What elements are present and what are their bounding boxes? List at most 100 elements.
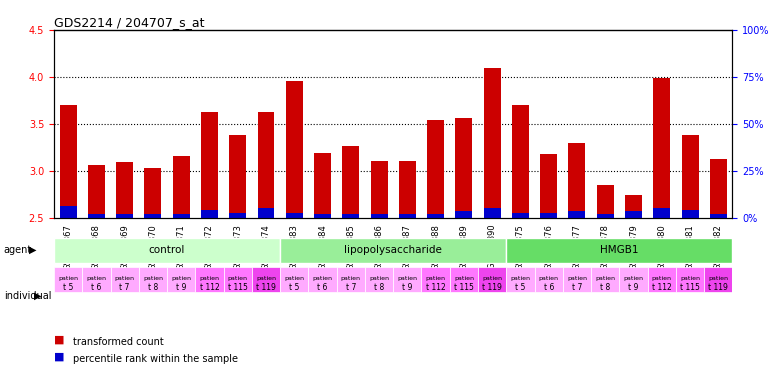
Text: patien: patien	[143, 276, 163, 281]
Bar	[710, 214, 727, 217]
Bar	[483, 68, 500, 218]
Text: t 6: t 6	[318, 283, 328, 292]
FancyBboxPatch shape	[308, 267, 337, 292]
FancyBboxPatch shape	[365, 267, 393, 292]
Text: patien: patien	[510, 276, 530, 281]
Bar	[399, 161, 416, 218]
Bar	[342, 146, 359, 218]
Text: t 7: t 7	[345, 283, 356, 292]
Text: t 6: t 6	[544, 283, 554, 292]
Text: t 115: t 115	[680, 283, 700, 292]
Bar	[682, 135, 699, 218]
FancyBboxPatch shape	[54, 267, 82, 292]
Text: patien: patien	[454, 276, 474, 281]
FancyBboxPatch shape	[82, 267, 110, 292]
Bar	[483, 208, 500, 218]
Text: patien: patien	[58, 276, 78, 281]
Bar	[427, 120, 444, 218]
Text: patien: patien	[539, 276, 559, 281]
Bar	[682, 210, 699, 218]
Text: patien: patien	[171, 276, 191, 281]
FancyBboxPatch shape	[195, 267, 224, 292]
Bar	[427, 214, 444, 217]
Text: patien: patien	[227, 276, 247, 281]
Text: t 8: t 8	[374, 283, 384, 292]
Text: patien: patien	[680, 276, 700, 281]
FancyBboxPatch shape	[648, 267, 676, 292]
Bar	[116, 162, 133, 218]
Text: patien: patien	[482, 276, 502, 281]
Bar	[201, 112, 218, 218]
Text: patien: patien	[595, 276, 615, 281]
Text: patien: patien	[284, 276, 305, 281]
Text: t 119: t 119	[256, 283, 276, 292]
FancyBboxPatch shape	[704, 267, 732, 292]
Bar	[512, 213, 529, 217]
Bar	[653, 78, 670, 218]
Text: t 9: t 9	[628, 283, 638, 292]
Bar	[173, 156, 190, 218]
FancyBboxPatch shape	[224, 267, 252, 292]
Text: patien: patien	[709, 276, 729, 281]
Bar	[371, 161, 388, 218]
Bar	[59, 206, 76, 218]
Bar	[258, 112, 274, 218]
Bar	[229, 213, 246, 217]
Bar	[116, 214, 133, 217]
Text: t 7: t 7	[572, 283, 582, 292]
Bar	[710, 159, 727, 218]
FancyBboxPatch shape	[534, 267, 563, 292]
Bar	[286, 81, 303, 218]
Bar	[540, 154, 557, 218]
FancyBboxPatch shape	[619, 267, 648, 292]
Text: t 8: t 8	[600, 283, 611, 292]
Text: t 5: t 5	[63, 283, 73, 292]
Bar	[144, 168, 161, 217]
Bar	[399, 214, 416, 217]
Text: individual: individual	[4, 291, 52, 301]
Text: control: control	[149, 245, 185, 255]
Bar	[59, 105, 76, 218]
FancyBboxPatch shape	[280, 238, 507, 263]
FancyBboxPatch shape	[337, 267, 365, 292]
FancyBboxPatch shape	[591, 267, 619, 292]
FancyBboxPatch shape	[507, 238, 732, 263]
Text: patien: patien	[651, 276, 672, 281]
Text: t 5: t 5	[515, 283, 526, 292]
FancyBboxPatch shape	[563, 267, 591, 292]
Text: t 9: t 9	[176, 283, 187, 292]
Text: patien: patien	[624, 276, 644, 281]
Text: patien: patien	[256, 276, 276, 281]
Bar	[314, 153, 331, 218]
FancyBboxPatch shape	[252, 267, 280, 292]
Text: t 5: t 5	[289, 283, 299, 292]
Bar	[144, 214, 161, 217]
Text: patien: patien	[567, 276, 587, 281]
Text: t 112: t 112	[652, 283, 672, 292]
Bar	[286, 213, 303, 217]
Bar	[88, 214, 105, 217]
Text: patien: patien	[86, 276, 106, 281]
Bar	[540, 213, 557, 217]
Bar	[201, 210, 218, 218]
Bar	[258, 208, 274, 218]
Bar	[371, 214, 388, 217]
Text: GDS2214 / 204707_s_at: GDS2214 / 204707_s_at	[54, 16, 204, 29]
Text: t 112: t 112	[426, 283, 446, 292]
FancyBboxPatch shape	[676, 267, 704, 292]
FancyBboxPatch shape	[507, 267, 534, 292]
Text: lipopolysaccharide: lipopolysaccharide	[345, 245, 442, 255]
Text: patien: patien	[200, 276, 220, 281]
Text: patien: patien	[426, 276, 446, 281]
Bar	[314, 214, 331, 217]
FancyBboxPatch shape	[139, 267, 167, 292]
FancyBboxPatch shape	[478, 267, 507, 292]
FancyBboxPatch shape	[110, 267, 139, 292]
FancyBboxPatch shape	[449, 267, 478, 292]
Text: t 112: t 112	[200, 283, 219, 292]
FancyBboxPatch shape	[393, 267, 422, 292]
Bar	[597, 214, 614, 217]
Text: t 9: t 9	[402, 283, 412, 292]
Text: HMGB1: HMGB1	[600, 245, 638, 255]
Bar	[625, 195, 642, 217]
